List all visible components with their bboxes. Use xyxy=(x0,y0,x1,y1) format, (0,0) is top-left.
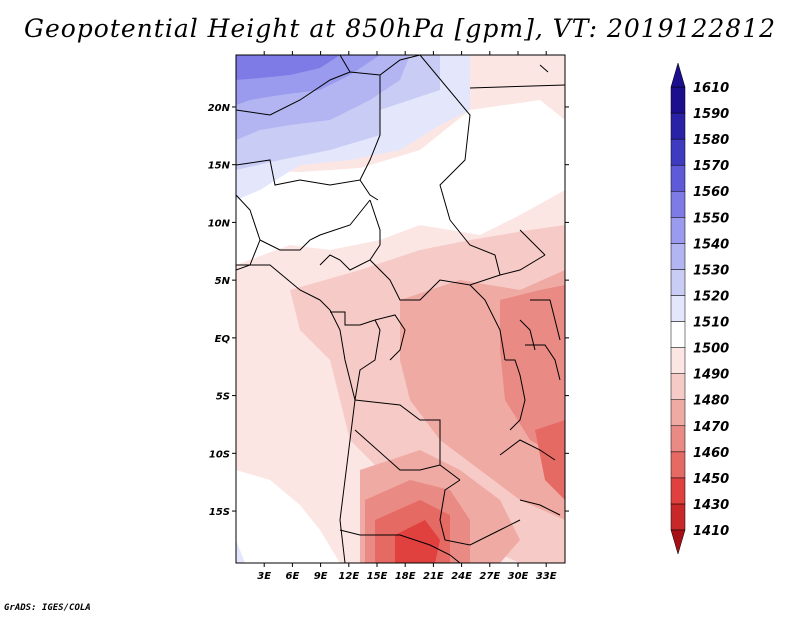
colorbar-swatch xyxy=(670,503,686,531)
latitude-axis: 20N 15N 10N 5N EQ 5S 10S 15S xyxy=(208,103,569,518)
colorbar-swatch xyxy=(670,269,686,296)
lon-label: 18E xyxy=(395,571,416,582)
lat-label: 5N xyxy=(215,276,231,287)
colorbar-swatch xyxy=(670,373,686,400)
colorbar: 1410 1430 1450 1460 1470 1480 1490 1500 1510 1520… xyxy=(670,62,729,555)
colorbar-label: 1410 xyxy=(693,524,729,539)
country-borders xyxy=(236,55,565,563)
colorbar-swatch xyxy=(670,112,686,140)
colorbar-label: 1490 xyxy=(693,368,729,383)
colorbar-label: 1550 xyxy=(693,211,729,226)
colorbar-swatch xyxy=(670,347,686,374)
lat-label: 15S xyxy=(209,507,230,518)
lon-label: 9E xyxy=(314,571,328,582)
colorbar-label: 1540 xyxy=(693,237,729,252)
lon-label: 27E xyxy=(479,571,500,582)
lon-label: 24E xyxy=(451,571,472,582)
colorbar-label: 1460 xyxy=(693,446,729,461)
colorbar-label: 1500 xyxy=(693,342,729,357)
colorbar-swatch xyxy=(670,217,686,244)
colorbar-label: 1510 xyxy=(693,316,729,331)
lat-label: 5S xyxy=(216,392,230,403)
height-field xyxy=(236,55,565,563)
colorbar-bottom-arrow xyxy=(670,529,686,555)
colorbar-label: 1470 xyxy=(693,420,729,435)
lat-label: EQ xyxy=(215,334,231,345)
colorbar-label: 1520 xyxy=(693,289,729,304)
lon-label: 33E xyxy=(536,571,557,582)
colorbar-label: 1590 xyxy=(693,107,729,122)
lat-label: 10S xyxy=(209,449,230,460)
colorbar-swatch xyxy=(670,164,686,192)
colorbar-label: 1580 xyxy=(693,133,729,148)
colorbar-swatch xyxy=(670,86,686,114)
colorbar-label: 1480 xyxy=(693,394,729,409)
map-frame xyxy=(235,54,566,564)
colorbar-swatch xyxy=(670,138,686,166)
colorbar-swatch xyxy=(670,190,686,218)
lon-label: 15E xyxy=(367,571,388,582)
lat-label: 10N xyxy=(208,218,231,229)
colorbar-swatch xyxy=(670,321,686,348)
colorbar-label: 1450 xyxy=(693,472,729,487)
colorbar-top-arrow xyxy=(670,62,686,88)
lon-label: 21E xyxy=(423,571,444,582)
lat-label: 15N xyxy=(208,161,231,172)
colorbar-swatch xyxy=(670,399,686,427)
colorbar-label: 1530 xyxy=(693,263,729,278)
colorbar-swatch xyxy=(670,451,686,479)
lon-label: 30E xyxy=(508,571,529,582)
lon-label: 6E xyxy=(286,571,300,582)
colorbar-swatch xyxy=(670,477,686,505)
colorbar-label: 1570 xyxy=(693,159,729,174)
colorbar-swatch xyxy=(670,243,686,270)
colorbar-swatch xyxy=(670,295,686,322)
longitude-axis: 3E 6E 9E 12E 15E 18E 21E 24E 27E 30E 33E xyxy=(257,51,557,582)
colorbar-swatch xyxy=(670,425,686,453)
colorbar-label: 1560 xyxy=(693,185,729,200)
map-title: Geopotential Height at 850hPa [gpm], VT:… xyxy=(23,14,777,43)
lon-label: 12E xyxy=(338,571,359,582)
colorbar-label: 1430 xyxy=(693,498,729,513)
lon-label: 3E xyxy=(257,571,271,582)
lat-label: 20N xyxy=(208,103,231,114)
colorbar-label: 1610 xyxy=(693,81,729,96)
credit-label: GrADS: IGES/COLA xyxy=(4,603,91,613)
